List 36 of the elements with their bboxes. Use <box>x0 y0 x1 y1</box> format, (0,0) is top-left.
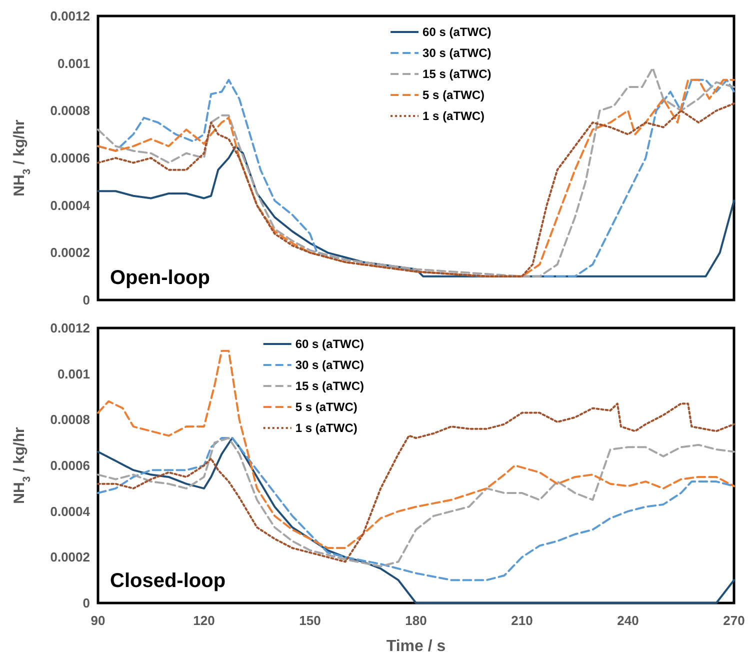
legend-label: 15 s (aTWC) <box>295 379 364 394</box>
y-tick-label: 0.001 <box>57 366 90 382</box>
legend-label: 60 s (aTWC) <box>295 337 364 352</box>
y-tick-label: 0 <box>82 596 90 611</box>
y-tick-label: 0.0006 <box>50 150 90 166</box>
y-tick-label: 0.0002 <box>50 550 90 565</box>
legend-label: 60 s (aTWC) <box>422 25 492 40</box>
x-tick-label: 90 <box>90 613 106 628</box>
y-tick-label: 0.0008 <box>50 103 90 118</box>
x-tick-label: 150 <box>299 613 321 628</box>
legend-label: 1 s (aTWC) <box>422 109 485 124</box>
x-tick-label: 270 <box>723 613 745 628</box>
annotation: Open-loop <box>110 267 210 289</box>
x-tick-label: 180 <box>405 613 427 628</box>
legend-label: 15 s (aTWC) <box>422 67 492 82</box>
annotation: Closed-loop <box>110 570 226 592</box>
y-tick-label: 0.001 <box>57 56 90 71</box>
line-series <box>97 350 735 549</box>
y-tick-label: 0.0008 <box>50 412 90 428</box>
y-tick-label: 0.0004 <box>50 198 91 213</box>
y-tick-label: 0.0012 <box>50 8 90 24</box>
y-tick-label: 0.0006 <box>50 458 90 474</box>
x-tick-label: 120 <box>193 613 215 628</box>
legend-label: 1 s (aTWC) <box>295 421 358 436</box>
x-tick-label: 240 <box>617 613 639 628</box>
y-tick-label: 0 <box>82 292 90 308</box>
legend-label: 30 s (aTWC) <box>422 46 492 60</box>
legend-label: 5 s (aTWC) <box>422 88 485 102</box>
legend-label: 5 s (aTWC) <box>295 400 358 414</box>
legend-label: 30 s (aTWC) <box>295 358 364 372</box>
line-series <box>97 402 735 563</box>
x-axis-title: Time / s <box>386 638 446 655</box>
y-tick-label: 0.0002 <box>50 245 90 260</box>
y-tick-label: 0.0012 <box>50 320 90 336</box>
x-tick-label: 210 <box>511 613 533 628</box>
y-tick-label: 0.0004 <box>50 504 91 519</box>
